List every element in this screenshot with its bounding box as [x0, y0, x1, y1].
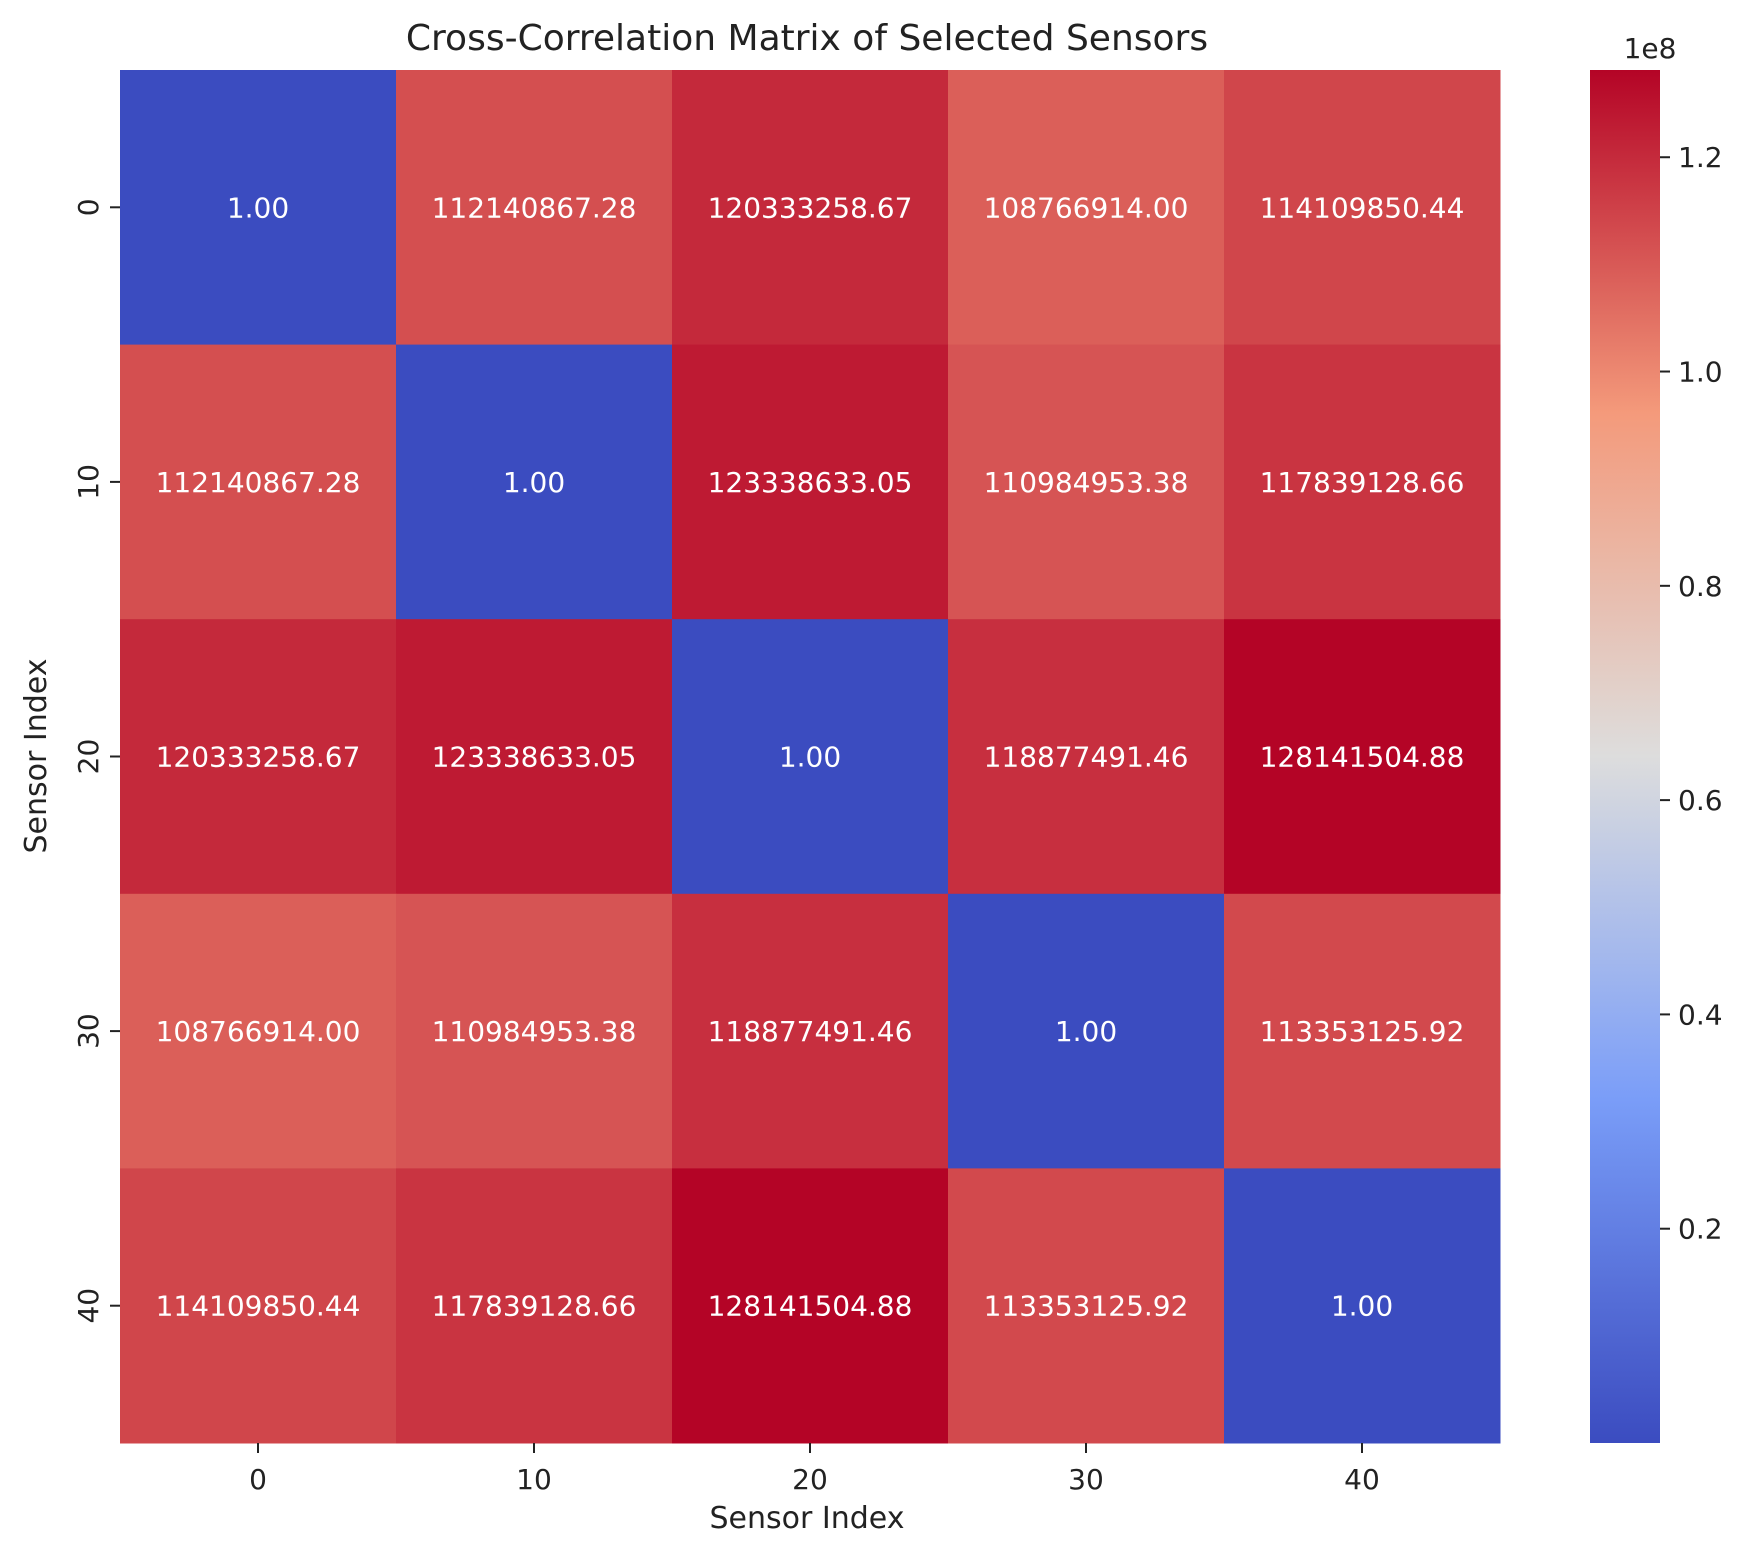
heatmap-cell-label: 118877491.46 [984, 741, 1189, 774]
heatmap-cell [672, 70, 949, 346]
heatmap-cell-label: 1.00 [779, 741, 841, 774]
heatmap-cell-labels: 1.00 112140867.28 120333258.67 108766914.00… [156, 191, 1465, 1322]
x-tick-label: 10 [516, 1463, 552, 1496]
colorbar-tick-label: 0.4 [1678, 998, 1723, 1031]
heatmap-cell [120, 70, 397, 346]
heatmap-cell [396, 70, 673, 346]
heatmap-cell-label: 110984953.38 [984, 466, 1189, 499]
colorbar-tick-label: 0.8 [1678, 570, 1723, 603]
heatmap-cell-label: 123338633.05 [432, 741, 637, 774]
heatmap-cell [1224, 70, 1501, 346]
colorbar-offset-label: 1e8 [1624, 32, 1677, 65]
x-tick-label: 20 [792, 1463, 828, 1496]
heatmap-cell [396, 344, 673, 620]
y-tick-label: 40 [72, 1288, 105, 1324]
heatmap-cell-label: 110984953.38 [432, 1015, 637, 1048]
heatmap-cell-label: 1.00 [503, 466, 565, 499]
x-axis-label: Sensor Index [710, 1501, 905, 1536]
colorbar-tick-label: 0.6 [1678, 784, 1723, 817]
heatmap-cell-label: 1.00 [1055, 1015, 1117, 1048]
x-tick-label: 30 [1068, 1463, 1104, 1496]
heatmap-cell-label: 1.00 [227, 191, 289, 224]
heatmap-cell-label: 118877491.46 [708, 1015, 913, 1048]
heatmap-cell [672, 893, 949, 1169]
colorbar: 0.2 0.4 0.6 0.8 1.0 1.2 1e8 [1590, 32, 1723, 1443]
heatmap-cell-label: 120333258.67 [708, 191, 913, 224]
heatmap-cell-label: 117839128.66 [432, 1290, 637, 1323]
y-axis-label: Sensor Index [19, 659, 54, 854]
heatmap-cell [948, 344, 1225, 620]
heatmap-cell-label: 1.00 [1331, 1290, 1393, 1323]
heatmap-cell-label: 128141504.88 [1260, 741, 1465, 774]
heatmap-cell-label: 108766914.00 [984, 191, 1189, 224]
x-tick-label: 0 [249, 1463, 267, 1496]
heatmap-cell [1224, 619, 1501, 895]
y-tick-label: 0 [72, 198, 105, 216]
heatmap-cell [120, 893, 397, 1169]
x-tick-label: 40 [1344, 1463, 1380, 1496]
y-tick-label: 30 [72, 1013, 105, 1049]
heatmap-cell-label: 128141504.88 [708, 1290, 913, 1323]
heatmap-cell-label: 112140867.28 [156, 466, 361, 499]
y-tick-label: 10 [72, 464, 105, 500]
heatmap-cell [396, 893, 673, 1169]
heatmap-cells [120, 70, 1501, 1444]
colorbar-tick-label: 1.0 [1678, 356, 1723, 389]
heatmap-cell [120, 344, 397, 620]
heatmap-cell-label: 114109850.44 [156, 1290, 361, 1323]
heatmap-cell-label: 123338633.05 [708, 466, 913, 499]
heatmap-cell-label: 113353125.92 [1260, 1015, 1465, 1048]
chart-title: Cross-Correlation Matrix of Selected Sen… [406, 18, 1208, 59]
x-axis: 0 10 20 30 40 [249, 1443, 1380, 1496]
heatmap-cell [396, 619, 673, 895]
heatmap-cell-label: 112140867.28 [432, 191, 637, 224]
heatmap-cell [672, 619, 949, 895]
heatmap-cell-label: 120333258.67 [156, 741, 361, 774]
heatmap-cell [948, 893, 1225, 1169]
heatmap-cell [120, 1168, 397, 1444]
heatmap-cell-label: 113353125.92 [984, 1290, 1189, 1323]
heatmap-cell [948, 619, 1225, 895]
y-axis: 0 10 20 30 40 [72, 198, 120, 1324]
heatmap-cell [672, 1168, 949, 1444]
heatmap-cell-label: 114109850.44 [1260, 191, 1465, 224]
heatmap-cell [1224, 1168, 1501, 1444]
heatmap-cell-label: 108766914.00 [156, 1015, 361, 1048]
heatmap-cell [948, 70, 1225, 346]
heatmap-cell [672, 344, 949, 620]
heatmap-cell [1224, 344, 1501, 620]
colorbar-gradient [1590, 70, 1660, 1443]
heatmap-cell [1224, 893, 1501, 1169]
heatmap-cell [948, 1168, 1225, 1444]
heatmap-cell [120, 619, 397, 895]
heatmap-cell-label: 117839128.66 [1260, 466, 1465, 499]
colorbar-tick-label: 1.2 [1678, 141, 1723, 174]
y-tick-label: 20 [72, 739, 105, 775]
colorbar-tick-label: 0.2 [1678, 1213, 1723, 1246]
heatmap-cell [396, 1168, 673, 1444]
